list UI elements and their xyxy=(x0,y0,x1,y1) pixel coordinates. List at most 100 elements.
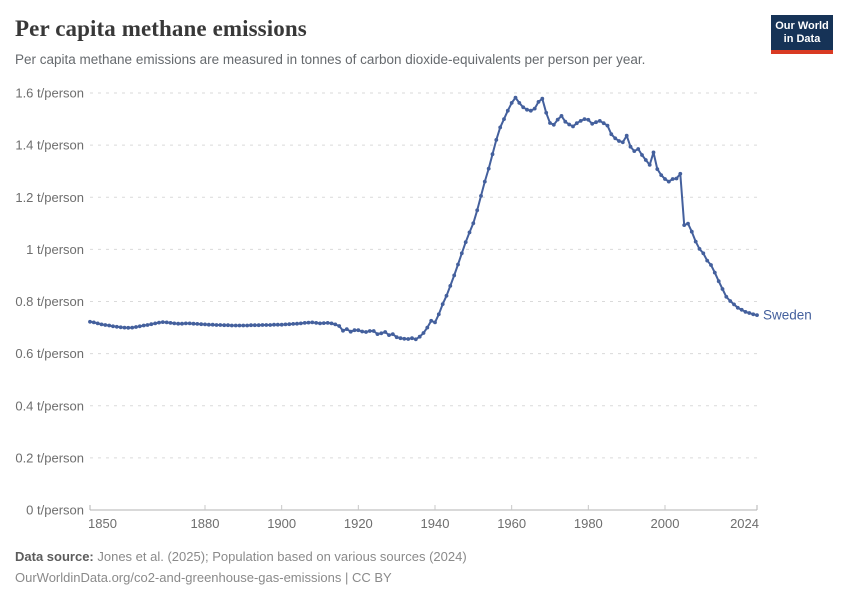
data-point xyxy=(417,334,422,339)
data-point xyxy=(571,124,575,129)
series-label-sweden[interactable]: Sweden xyxy=(763,308,812,323)
data-point xyxy=(640,153,644,157)
data-point xyxy=(160,320,165,324)
data-point xyxy=(643,158,648,162)
data-point xyxy=(88,319,92,324)
data-point xyxy=(180,321,184,326)
data-point xyxy=(525,107,529,112)
data-point xyxy=(233,323,238,328)
data-point xyxy=(107,323,112,328)
data-point xyxy=(413,337,418,342)
data-point xyxy=(260,323,265,327)
y-tick-label: 1.6 t/person xyxy=(15,86,84,101)
data-point xyxy=(624,133,629,138)
data-point xyxy=(379,331,384,336)
data-point xyxy=(157,320,161,325)
x-tick-label: 1900 xyxy=(267,516,296,531)
data-point xyxy=(597,119,602,123)
owid-logo-line1: Our World xyxy=(775,20,829,32)
data-point xyxy=(605,123,610,128)
data-point xyxy=(755,313,759,317)
data-point xyxy=(670,177,675,181)
data-point xyxy=(728,299,733,303)
data-source-label: Data source: xyxy=(15,549,94,564)
data-point xyxy=(536,100,541,104)
x-tick-label: 1880 xyxy=(191,516,220,531)
data-point xyxy=(387,333,391,337)
x-tick-label: 1960 xyxy=(497,516,526,531)
data-point xyxy=(314,321,319,325)
data-point xyxy=(724,294,729,299)
data-point xyxy=(594,120,598,125)
data-point xyxy=(433,320,437,325)
data-point xyxy=(390,332,395,336)
data-point xyxy=(574,121,579,126)
data-point xyxy=(555,117,560,122)
data-point xyxy=(329,321,334,326)
data-point xyxy=(222,323,227,328)
data-point xyxy=(406,337,411,341)
data-point xyxy=(548,121,552,125)
data-point xyxy=(521,105,526,110)
data-point xyxy=(126,325,131,330)
data-point xyxy=(168,321,173,325)
data-line-sweden[interactable] xyxy=(89,96,758,341)
data-point xyxy=(505,108,510,113)
y-tick-label: 0.6 t/person xyxy=(15,346,84,361)
data-point xyxy=(686,221,690,226)
data-point xyxy=(613,136,618,141)
data-point xyxy=(540,96,545,101)
data-point xyxy=(509,101,514,105)
data-point xyxy=(367,329,372,333)
data-point xyxy=(149,322,154,327)
data-point xyxy=(99,322,104,327)
data-point xyxy=(448,284,453,288)
data-point xyxy=(436,312,441,317)
data-point xyxy=(172,321,177,326)
data-point xyxy=(513,95,518,100)
data-point xyxy=(620,140,625,145)
data-point xyxy=(306,320,311,325)
data-point xyxy=(701,251,706,256)
data-point xyxy=(199,322,204,327)
data-point xyxy=(237,323,242,328)
data-point xyxy=(295,321,299,326)
data-point xyxy=(663,177,667,181)
x-tick-label: 2024 xyxy=(730,516,759,531)
data-point xyxy=(479,194,483,198)
data-point xyxy=(578,119,583,123)
data-point xyxy=(302,321,307,325)
data-point xyxy=(226,323,230,328)
license-link-line[interactable]: OurWorldinData.org/co2-and-greenhouse-ga… xyxy=(15,570,392,585)
data-point xyxy=(486,166,491,171)
data-point xyxy=(517,101,522,105)
data-point xyxy=(444,293,449,298)
data-point xyxy=(191,321,196,326)
data-point xyxy=(471,221,476,226)
data-point xyxy=(245,323,250,328)
data-point xyxy=(475,208,480,213)
data-point xyxy=(544,110,549,115)
data-point xyxy=(410,336,414,341)
y-tick-label: 0 t/person xyxy=(26,503,84,518)
data-point xyxy=(103,323,108,327)
data-point xyxy=(183,321,188,326)
data-point xyxy=(678,171,683,176)
data-point xyxy=(739,307,744,312)
data-point xyxy=(249,323,253,328)
data-point xyxy=(563,119,568,124)
data-point xyxy=(720,287,725,291)
data-point xyxy=(137,324,142,329)
data-point xyxy=(145,323,150,327)
data-point xyxy=(268,323,273,327)
y-tick-label: 1 t/person xyxy=(26,242,84,257)
data-point xyxy=(187,321,192,326)
data-point xyxy=(697,247,702,251)
x-tick-label: 1850 xyxy=(88,516,117,531)
data-point xyxy=(364,330,368,334)
data-point xyxy=(456,262,460,267)
data-point xyxy=(440,302,445,306)
data-point xyxy=(344,327,349,331)
owid-logo[interactable]: Our World in Data xyxy=(771,15,833,54)
